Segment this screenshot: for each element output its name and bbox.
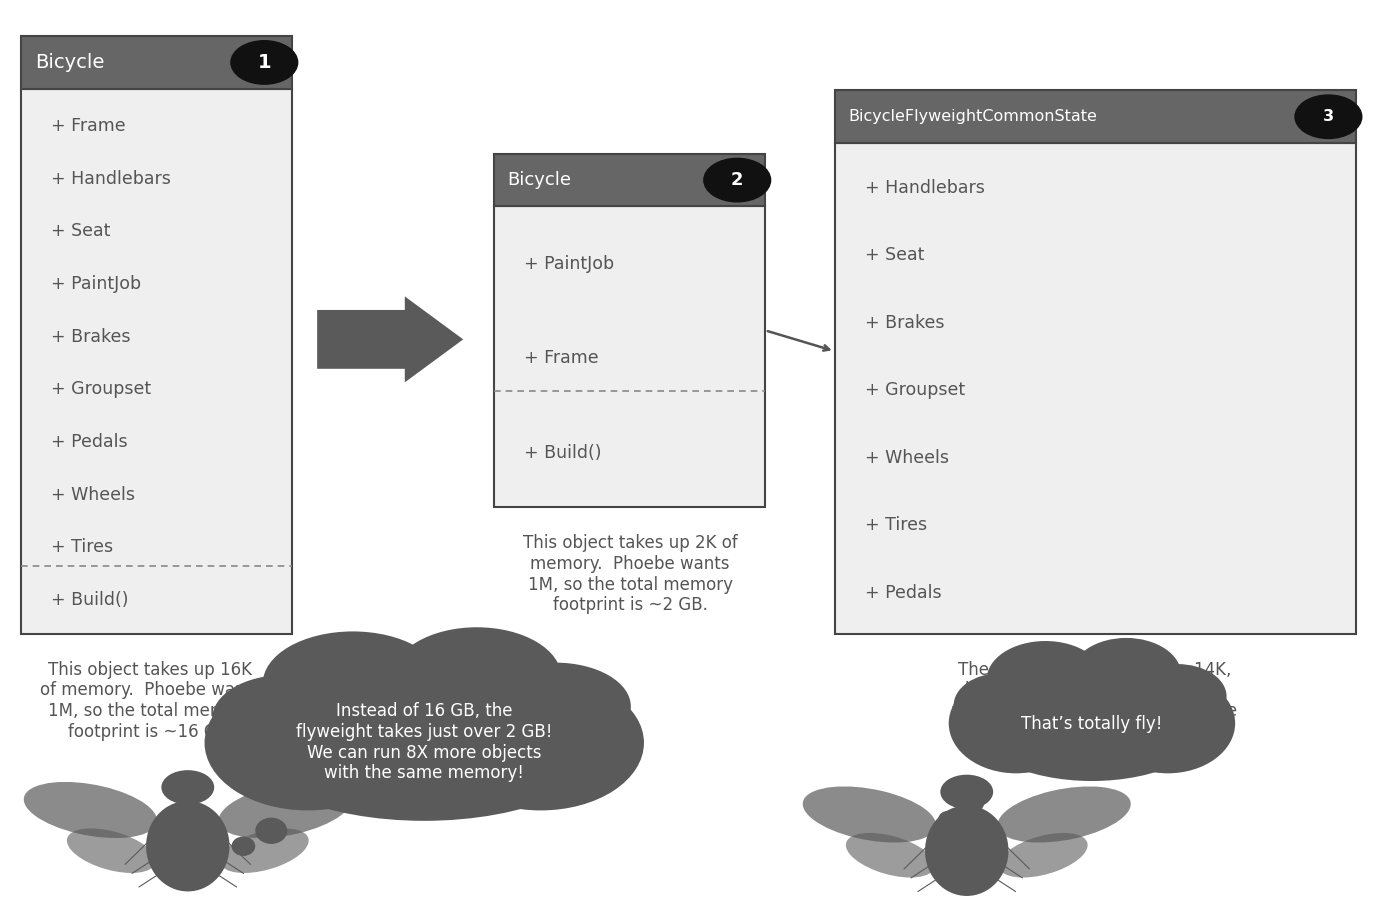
Text: This object takes up 2K of
memory.  Phoebe wants
1M, so the total memory
footpri: This object takes up 2K of memory. Phoeb… — [523, 534, 737, 614]
Text: + Frame: + Frame — [51, 117, 127, 135]
Text: That’s totally fly!: That’s totally fly! — [1021, 715, 1163, 733]
Text: + Seat: + Seat — [865, 246, 925, 264]
Text: The extrinsic state takes up 14K,
but the values are all the same
for each Bicyc: The extrinsic state takes up 14K, but th… — [953, 661, 1237, 741]
Text: + Build(): + Build() — [51, 591, 129, 609]
Ellipse shape — [232, 837, 255, 855]
Text: + Tires: + Tires — [865, 516, 928, 534]
Ellipse shape — [997, 786, 1131, 843]
Bar — [494, 206, 765, 507]
Text: Bicycle: Bicycle — [35, 53, 104, 71]
Circle shape — [1295, 95, 1362, 138]
Ellipse shape — [24, 782, 157, 838]
Text: + Wheels: + Wheels — [51, 486, 135, 503]
Ellipse shape — [925, 805, 1008, 896]
Text: + Pedals: + Pedals — [51, 433, 128, 451]
Text: BicycleFlyweightCommonState: BicycleFlyweightCommonState — [849, 110, 1097, 124]
FancyArrow shape — [317, 297, 463, 382]
Ellipse shape — [437, 675, 644, 811]
Ellipse shape — [939, 812, 958, 826]
Ellipse shape — [970, 658, 1214, 781]
Ellipse shape — [803, 786, 936, 843]
Text: + Pedals: + Pedals — [865, 584, 942, 602]
Ellipse shape — [218, 782, 352, 838]
Bar — [21, 89, 292, 634]
Text: + Brakes: + Brakes — [51, 328, 131, 346]
Ellipse shape — [986, 641, 1104, 718]
Ellipse shape — [146, 801, 230, 891]
Ellipse shape — [956, 792, 983, 814]
Bar — [835, 143, 1356, 634]
Text: + PaintJob: + PaintJob — [524, 255, 615, 273]
Text: 1: 1 — [257, 53, 271, 71]
Ellipse shape — [1128, 664, 1227, 729]
Ellipse shape — [480, 662, 632, 750]
Ellipse shape — [954, 673, 1046, 738]
Circle shape — [231, 41, 298, 84]
Ellipse shape — [1100, 673, 1235, 773]
Ellipse shape — [220, 828, 309, 873]
Ellipse shape — [846, 833, 935, 878]
Ellipse shape — [949, 673, 1084, 773]
Text: + Tires: + Tires — [51, 538, 114, 557]
Text: + Groupset: + Groupset — [865, 381, 965, 399]
Text: + Build(): + Build() — [524, 443, 602, 462]
Text: 3: 3 — [1323, 110, 1334, 124]
Bar — [835, 90, 1356, 143]
Ellipse shape — [940, 775, 993, 809]
Ellipse shape — [204, 675, 412, 811]
Ellipse shape — [67, 828, 156, 873]
Ellipse shape — [211, 675, 355, 763]
Ellipse shape — [999, 833, 1088, 878]
Text: + Seat: + Seat — [51, 223, 111, 240]
Text: 2: 2 — [732, 171, 743, 189]
Text: + Groupset: + Groupset — [51, 380, 152, 398]
Text: Bicycle: Bicycle — [508, 171, 572, 189]
Bar — [494, 154, 765, 206]
Text: This object takes up 16K
of memory.  Phoebe wants
1M, so the total memory
footpr: This object takes up 16K of memory. Phoe… — [40, 661, 260, 741]
Text: + Frame: + Frame — [524, 349, 600, 367]
Ellipse shape — [161, 770, 214, 805]
Ellipse shape — [263, 632, 442, 736]
Text: + Handlebars: + Handlebars — [865, 178, 985, 196]
Ellipse shape — [256, 818, 287, 843]
Text: + Brakes: + Brakes — [865, 313, 944, 331]
Circle shape — [704, 158, 771, 202]
Bar — [21, 36, 292, 89]
Text: Instead of 16 GB, the
flyweight takes just over 2 GB!
We can run 8X more objects: Instead of 16 GB, the flyweight takes ju… — [296, 702, 552, 782]
Text: + Handlebars: + Handlebars — [51, 169, 171, 187]
Ellipse shape — [236, 654, 612, 821]
Text: + PaintJob: + PaintJob — [51, 275, 142, 293]
Ellipse shape — [392, 627, 562, 728]
Text: + Wheels: + Wheels — [865, 449, 949, 467]
Ellipse shape — [1071, 638, 1181, 711]
